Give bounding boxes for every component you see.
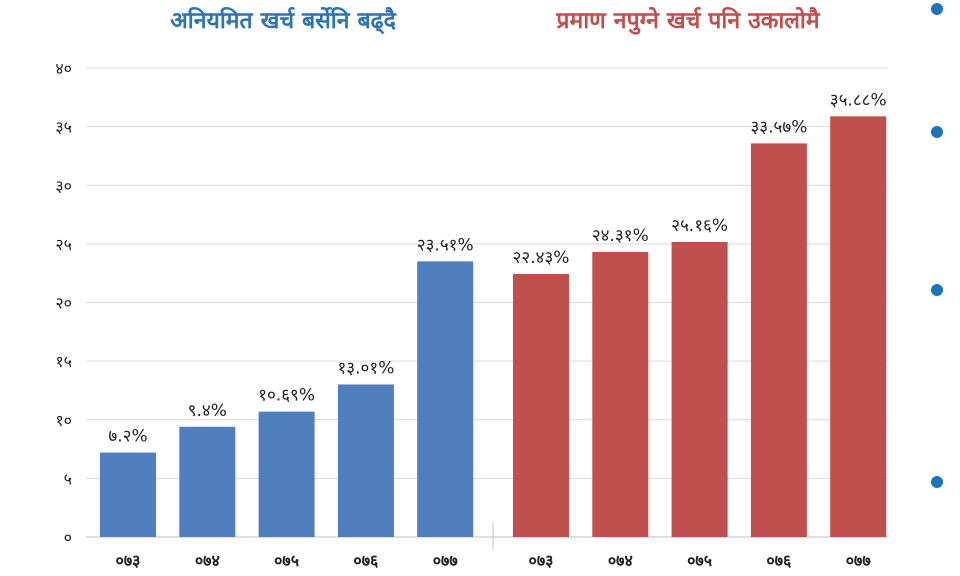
data-label: ९.४% xyxy=(188,401,227,421)
data-label: ३३.५७% xyxy=(750,117,807,137)
bar xyxy=(100,452,156,537)
bar xyxy=(258,411,315,537)
x-tick-label: ०७४ xyxy=(608,551,633,570)
x-tick-label: ०७४ xyxy=(195,551,220,570)
bar xyxy=(179,426,236,537)
bar xyxy=(513,274,569,537)
bullet-dots xyxy=(931,3,943,488)
data-label: ७.२% xyxy=(108,427,147,447)
bar xyxy=(592,251,649,537)
x-tick-label: ०७५ xyxy=(687,551,712,570)
data-label: १३.०१% xyxy=(337,358,394,378)
bullet-dot xyxy=(931,284,943,296)
y-tick-label: ० xyxy=(64,528,72,547)
bar xyxy=(417,261,474,537)
data-label: २३.५१% xyxy=(417,235,474,255)
y-tick-label: ४० xyxy=(55,59,72,78)
bar xyxy=(671,241,728,537)
data-label: २४.३१% xyxy=(592,226,649,246)
y-axis-ticks: ० ५ १० १५ २० २५ ३० ३५ ४० xyxy=(55,59,72,547)
x-tick-label: ०७६ xyxy=(766,551,792,570)
bullet-dot xyxy=(931,3,943,15)
x-tick-label: ०७७ xyxy=(846,551,871,570)
bar xyxy=(750,143,807,537)
data-label: २२.४३% xyxy=(513,248,570,268)
x-tick-label: ०७७ xyxy=(433,551,458,570)
x-tick-label: ०७५ xyxy=(274,551,299,570)
bars xyxy=(100,116,887,537)
bullet-dot xyxy=(931,476,943,488)
x-tick-label: ०७६ xyxy=(353,551,379,570)
y-tick-label: १५ xyxy=(55,352,72,371)
x-tick-label: ०७३ xyxy=(116,551,141,570)
y-tick-label: २० xyxy=(55,294,72,313)
bullet-dot xyxy=(931,126,943,138)
title-left: अनियमित खर्च बर्सेनि बढ्दै xyxy=(170,6,396,35)
data-label: १०.६९% xyxy=(258,386,315,406)
bar xyxy=(830,116,887,537)
title-right: प्रमाण नपुग्ने खर्च पनि उकालोमै xyxy=(555,6,820,35)
y-tick-label: २५ xyxy=(55,235,72,254)
data-label: ३५.८८% xyxy=(830,90,887,110)
y-tick-label: १० xyxy=(55,411,72,430)
bar xyxy=(337,384,394,537)
data-labels: ७.२% ९.४% १०.६९% १३.०१% २३.५१% २२.४३% २४.३१% २५… xyxy=(108,90,886,446)
y-tick-label: ३० xyxy=(55,176,72,195)
x-axis-ticks: ०७३ ०७४ ०७५ ०७६ ०७७ ०७३ ०७४ ०७५ ०७६ ०७७ xyxy=(116,551,871,570)
y-tick-label: ३५ xyxy=(55,118,72,137)
x-tick-label: ०७३ xyxy=(529,551,554,570)
data-label: २५.१६% xyxy=(671,216,728,236)
y-tick-label: ५ xyxy=(64,469,72,488)
